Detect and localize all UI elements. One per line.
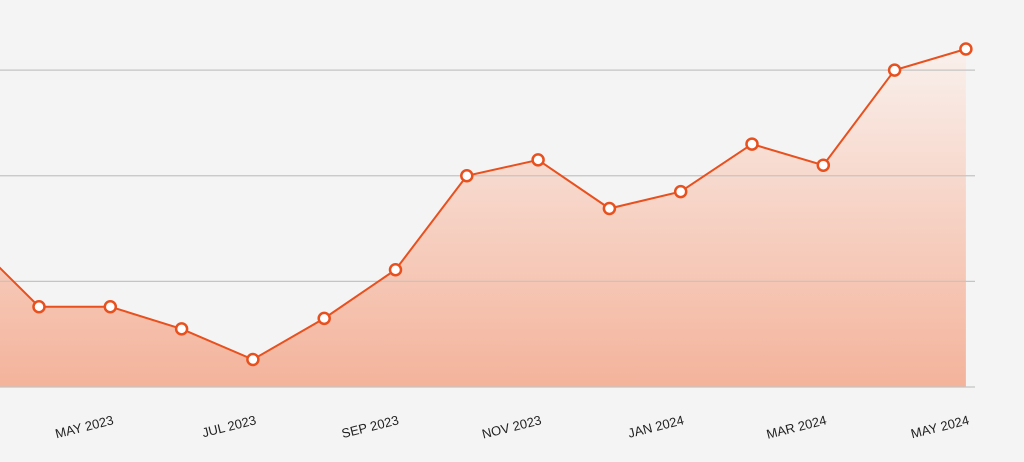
point [174, 322, 189, 336]
point [673, 184, 688, 199]
x-tick-label: NOV 2023 [480, 412, 543, 441]
point [887, 63, 902, 77]
point [531, 153, 545, 167]
point [246, 352, 260, 367]
x-tick-label: MAY 2024 [909, 412, 970, 441]
x-tick-label: JUL 2023 [200, 412, 257, 440]
x-tick-label: JAN 2024 [626, 412, 685, 440]
point [816, 158, 831, 172]
point [103, 299, 118, 314]
point [32, 299, 46, 314]
point [959, 42, 973, 56]
point [602, 201, 617, 216]
x-tick-label: MAY 2023 [54, 412, 115, 441]
point [460, 169, 474, 183]
point [388, 263, 403, 277]
area [0, 49, 966, 387]
point [745, 137, 759, 151]
plot: MAY 2023 JUL 2023 SEP 2023 NOV 2023 JAN 2024… [0, 42, 975, 442]
x-tick-label: MAR 2024 [765, 412, 828, 441]
point [317, 311, 331, 326]
x-tick-label: SEP 2023 [340, 412, 400, 441]
